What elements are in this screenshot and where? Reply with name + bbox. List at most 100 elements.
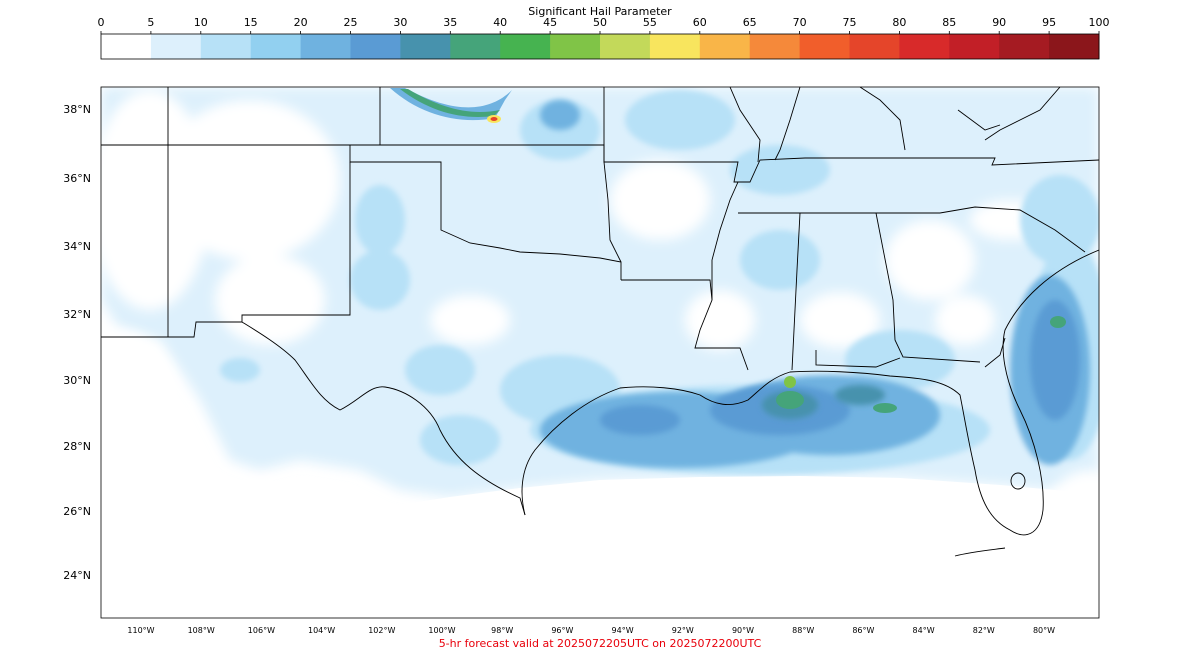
latitude-label: 24°N bbox=[63, 569, 91, 582]
colorbar-swatch bbox=[1049, 34, 1100, 59]
colorbar-swatch bbox=[799, 34, 850, 59]
alabama-florida-border bbox=[815, 350, 901, 368]
kansas-hail-streak bbox=[390, 88, 512, 123]
colorbar-swatch bbox=[300, 34, 351, 59]
colorbar-tick-label: 25 bbox=[344, 16, 358, 29]
shp-35-40-layer bbox=[776, 316, 1066, 413]
ms-alabama-border bbox=[791, 212, 801, 371]
colorbar-swatch bbox=[450, 34, 501, 59]
longitude-label: 98°W bbox=[491, 626, 513, 635]
colorbar-tick-label: 60 bbox=[693, 16, 707, 29]
longitude-label: 104°W bbox=[308, 626, 335, 635]
colorbar-swatch bbox=[550, 34, 601, 59]
colorbar-tick-label: 95 bbox=[1042, 16, 1056, 29]
latitude-label: 38°N bbox=[63, 103, 91, 116]
colorbar-swatch bbox=[500, 34, 551, 59]
kentucky-wv bbox=[984, 87, 1061, 141]
colorbar-tick-label: 70 bbox=[793, 16, 807, 29]
longitude-label: 80°W bbox=[1033, 626, 1055, 635]
latitude-label: 32°N bbox=[63, 308, 91, 321]
colorbar-swatch bbox=[150, 34, 202, 59]
longitude-labels: 110°W 108°W 106°W 104°W 102°W 100°W 98°W 96°W 94… bbox=[127, 626, 1055, 635]
colorbar-tick-label: 40 bbox=[493, 16, 507, 29]
longitude-label: 86°W bbox=[852, 626, 874, 635]
colorbar-tick-label: 15 bbox=[244, 16, 258, 29]
colorbar-swatch bbox=[250, 34, 302, 59]
longitude-label: 82°W bbox=[973, 626, 995, 635]
longitude-label: 106°W bbox=[248, 626, 275, 635]
longitude-label: 92°W bbox=[672, 626, 694, 635]
longitude-label: 102°W bbox=[368, 626, 395, 635]
colorbar-ticks: 0 5 10 15 20 25 30 35 40 45 50 55 60 65 70 75 80 85 90 95 10… bbox=[98, 16, 1110, 34]
colorbar-tick-label: 80 bbox=[892, 16, 906, 29]
alabama-georgia-border bbox=[875, 212, 981, 363]
forecast-valid-caption: 5-hr forecast valid at 2025072205UTC on … bbox=[439, 637, 762, 650]
colorbar-swatch bbox=[849, 34, 900, 59]
gulf-atlantic-coastline bbox=[521, 249, 1099, 536]
texas-mexico-border bbox=[241, 321, 526, 516]
colorbar-swatch bbox=[749, 34, 801, 59]
hail-field bbox=[101, 87, 1099, 618]
colorbar-tick-label: 30 bbox=[393, 16, 407, 29]
colorbar-tick-label: 45 bbox=[543, 16, 557, 29]
colorbar-tick-label: 55 bbox=[643, 16, 657, 29]
colorbar-swatch bbox=[200, 34, 252, 59]
colorbar-tick-label: 50 bbox=[593, 16, 607, 29]
florida-keys bbox=[954, 547, 1006, 557]
colorbar-swatch bbox=[899, 34, 950, 59]
colorbar-tick-label: 10 bbox=[194, 16, 208, 29]
colorbar-tick-label: 0 bbox=[98, 16, 105, 29]
colorbar-swatch bbox=[649, 34, 701, 59]
map-boundaries bbox=[101, 87, 1099, 557]
colorbar-swatch bbox=[350, 34, 401, 59]
longitude-label: 94°W bbox=[612, 626, 634, 635]
oklahoma-arkansas-border bbox=[603, 161, 622, 263]
colorbar-tick-label: 35 bbox=[443, 16, 457, 29]
latitude-label: 30°N bbox=[63, 374, 91, 387]
latitude-label: 36°N bbox=[63, 172, 91, 185]
colorbar-tick-label: 65 bbox=[743, 16, 757, 29]
longitude-label: 108°W bbox=[188, 626, 215, 635]
mississippi-river bbox=[711, 181, 739, 300]
latitude-label: 28°N bbox=[63, 440, 91, 453]
missouri-arkansas-tn-ky-border bbox=[603, 87, 1099, 183]
indiana-border bbox=[774, 87, 801, 161]
colorbar-swatch bbox=[600, 34, 651, 59]
longitude-label: 96°W bbox=[551, 626, 573, 635]
lake-okeechobee bbox=[1010, 472, 1026, 490]
colorbar-swatch bbox=[101, 34, 152, 59]
colorbar-tick-label: 90 bbox=[992, 16, 1006, 29]
latitude-labels: 38°N 36°N 34°N 32°N 30°N 28°N 26°N 24°N bbox=[63, 103, 91, 582]
colorbar-tick-label: 75 bbox=[843, 16, 857, 29]
colorbar-swatch bbox=[400, 34, 451, 59]
colorbar-tick-label: 20 bbox=[294, 16, 308, 29]
colorbar-swatch bbox=[999, 34, 1050, 59]
ohio-border bbox=[859, 87, 906, 151]
longitude-label: 90°W bbox=[732, 626, 754, 635]
map-panel: 38°N 36°N 34°N 32°N 30°N 28°N 26°N 24°N 110°W 10… bbox=[63, 86, 1100, 635]
colorbar-tick-label: 85 bbox=[942, 16, 956, 29]
kentucky-virginia bbox=[957, 109, 1001, 131]
longitude-label: 100°W bbox=[428, 626, 455, 635]
oklahoma-texas-border bbox=[349, 145, 622, 280]
colorbar-tick-label: 100 bbox=[1089, 16, 1110, 29]
map-frame bbox=[100, 86, 1100, 619]
longitude-label: 84°W bbox=[913, 626, 935, 635]
latitude-label: 26°N bbox=[63, 505, 91, 518]
colorbar-swatch bbox=[949, 34, 1000, 59]
illinois-border bbox=[729, 87, 761, 163]
no-data-region bbox=[101, 476, 1099, 618]
longitude-label: 88°W bbox=[792, 626, 814, 635]
colorbar-swatches bbox=[101, 34, 1100, 59]
colorbar-tick-label: 5 bbox=[147, 16, 154, 29]
colorbar: Significant Hail Parameter 0 5 10 15 20 25 30 3… bbox=[98, 5, 1110, 60]
louisiana-border bbox=[621, 279, 749, 371]
longitude-label: 110°W bbox=[127, 626, 154, 635]
colorbar-title: Significant Hail Parameter bbox=[528, 5, 672, 18]
nc-sc-border bbox=[939, 206, 1086, 253]
latitude-label: 34°N bbox=[63, 240, 91, 253]
shp-45-50-layer bbox=[784, 376, 796, 388]
colorbar-swatch bbox=[699, 34, 751, 59]
